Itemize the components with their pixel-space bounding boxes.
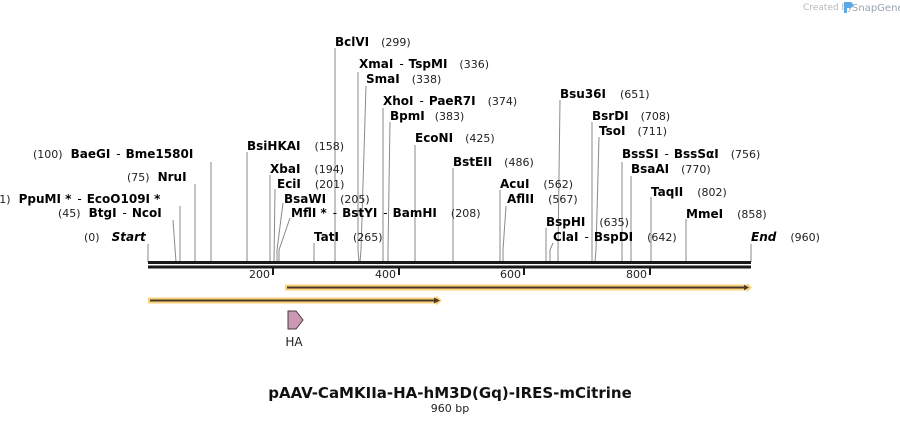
tick-200 [272,268,274,275]
site-smai[interactable]: SmaI (338) [366,72,441,86]
enzyme-labels: BclVI (299) XmaI - TspMI (336) SmaI (338) Xho… [0,35,820,244]
tick-label-600: 600 [500,268,521,281]
feature-ha[interactable]: HA [285,310,304,349]
tick-800 [649,268,651,275]
enzyme-lines [147,48,752,263]
site-mfli-bstyi-bamhi[interactable]: MflI * - BstYI - BamHI (208) [291,206,481,220]
line-tsoi [594,136,600,263]
line-aflii [502,205,507,262]
ruler: 200 400 600 800 [249,268,651,281]
site-tsoi[interactable]: TsoI (711) [599,124,667,138]
end-marker: End (960) [751,230,820,244]
dna-backbone[interactable] [148,261,751,269]
site-bsssi-bsssai[interactable]: BssSI - BssSαI (756) [622,147,760,161]
bottom-strand [148,265,751,269]
site-xbai[interactable]: XbaI (194) [270,162,344,176]
site-aflii[interactable]: AflII (567) [507,192,578,206]
arrow-right-icon [744,284,749,291]
arrow-right-icon [434,297,440,304]
site-bsihkai[interactable]: BsiHKAI (158) [247,139,344,153]
tick-label-800: 800 [626,268,647,281]
line-ecii [273,188,276,263]
tick-600 [523,268,525,275]
primer-upper[interactable] [285,283,752,292]
site-baegi-bme1580i[interactable]: (100) BaeGI - Bme1580I [33,147,193,161]
tick-label-200: 200 [249,268,270,281]
site-bsrdi[interactable]: BsrDI (708) [592,109,670,123]
snapgene-credit: Created by SnapGene [803,2,900,14]
site-bsawi[interactable]: BsaWI (205) [284,192,370,206]
line-xmai [357,72,360,263]
primer-upper-glow-tip [747,283,752,292]
site-xhoi-paer7i[interactable]: XhoI - PaeR7I (374) [383,94,517,108]
site-clai-bspdi[interactable]: ClaI - BspDI (642) [553,230,677,244]
site-btgi-ncoi[interactable]: (45) BtgI - NcoI [58,206,162,220]
site-bsu36i[interactable]: Bsu36I (651) [560,87,650,101]
credit-brand: SnapGene [852,3,900,14]
map-title: pAAV-CaMKIIa-HA-hM3D(Gq)-IRES-mCitrine [268,384,632,402]
site-bsaai[interactable]: BsaAI (770) [631,162,711,176]
site-mmei[interactable]: MmeI (858) [686,207,767,221]
primer-lower[interactable] [148,295,442,306]
credit-prefix: Created by [803,3,853,13]
line-mfli [278,217,291,262]
primer-upper-bar [287,286,745,289]
primer-lower-bar [150,299,435,302]
tick-400 [398,268,400,275]
snapgene-logo-icon [844,2,853,13]
site-acui[interactable]: AcuI (562) [500,177,573,191]
top-strand [148,261,751,264]
site-ecii[interactable]: EciI (201) [277,177,344,191]
site-nrui[interactable]: (75) NruI [127,170,187,184]
map-length: 960 bp [431,402,469,415]
site-tati[interactable]: TatI (265) [314,230,383,244]
line-smai [359,85,367,263]
site-xmai-tspmi[interactable]: XmaI - TspMI (336) [359,57,489,71]
feature-arrow-icon [287,310,304,330]
tick-label-400: 400 [375,268,396,281]
start-marker: (0) Start [84,230,147,244]
line-bsu36i [557,99,561,262]
site-bsphi[interactable]: BspHI (635) [546,215,629,229]
site-bpmi[interactable]: BpmI (383) [390,109,464,123]
site-ppumi-ecoo109i[interactable]: (51)PpuMI *-EcoO109I * [0,192,161,206]
site-taqii[interactable]: TaqII (802) [651,185,727,199]
line-clai [549,242,554,262]
feature-label-ha: HA [285,335,303,349]
site-bclvi[interactable]: BclVI (299) [335,35,411,49]
line-bpmi [387,121,391,262]
site-bsteii[interactable]: BstEII (486) [453,155,534,169]
line-btgi [172,219,177,263]
site-econi[interactable]: EcoNI (425) [415,131,495,145]
line-bsawi [276,202,284,262]
